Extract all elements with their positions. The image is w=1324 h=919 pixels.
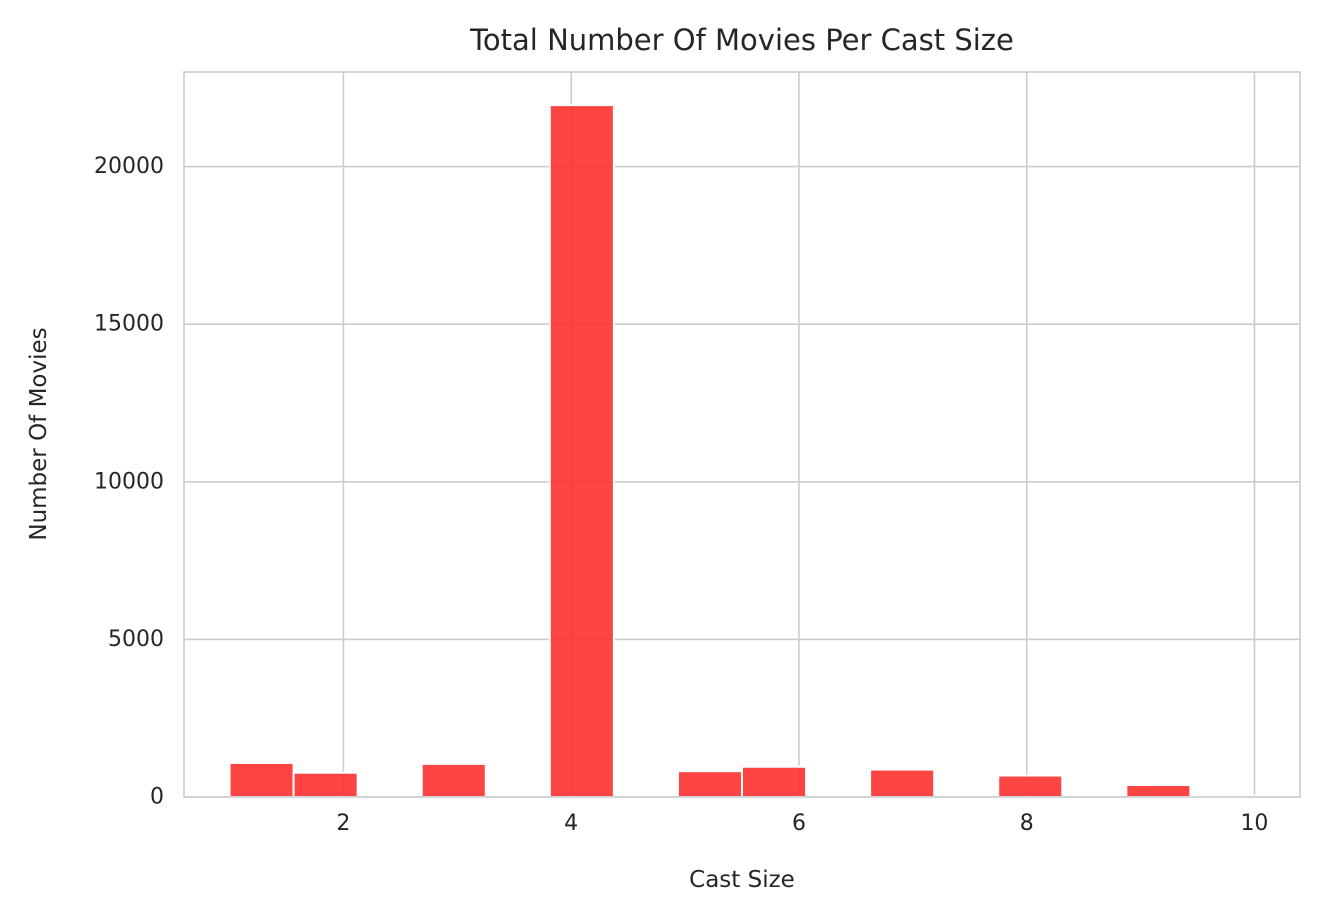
x-tick-label: 4: [564, 811, 578, 836]
x-tick-labels: 2 4 6 8 10: [336, 811, 1268, 836]
y-tick-label: 10000: [94, 469, 164, 494]
bar: [997, 774, 1064, 799]
bar: [676, 770, 743, 798]
x-tick-label: 8: [1020, 811, 1034, 836]
plot-frame: [183, 71, 1301, 798]
plot-background: [184, 72, 1300, 797]
bar: [741, 765, 808, 799]
bar: [1125, 784, 1192, 798]
x-tick-label: 6: [792, 811, 806, 836]
bar: [228, 761, 295, 799]
chart-title: Total Number Of Movies Per Cast Size: [469, 23, 1014, 57]
y-tick-label: 0: [150, 785, 164, 810]
y-tick-label: 20000: [94, 154, 164, 179]
bar: [292, 771, 359, 799]
x-tick-label: 2: [336, 811, 350, 836]
bar: [869, 768, 936, 799]
x-axis-label: Cast Size: [689, 867, 795, 893]
y-tick-label: 5000: [108, 627, 164, 652]
y-tick-labels: 0 5000 10000 15000 20000: [94, 154, 164, 809]
bar: [548, 104, 615, 798]
y-tick-label: 15000: [94, 312, 164, 337]
x-tick-label: 10: [1240, 811, 1268, 836]
bar: [420, 762, 487, 798]
y-axis-label: Number Of Movies: [26, 327, 52, 540]
